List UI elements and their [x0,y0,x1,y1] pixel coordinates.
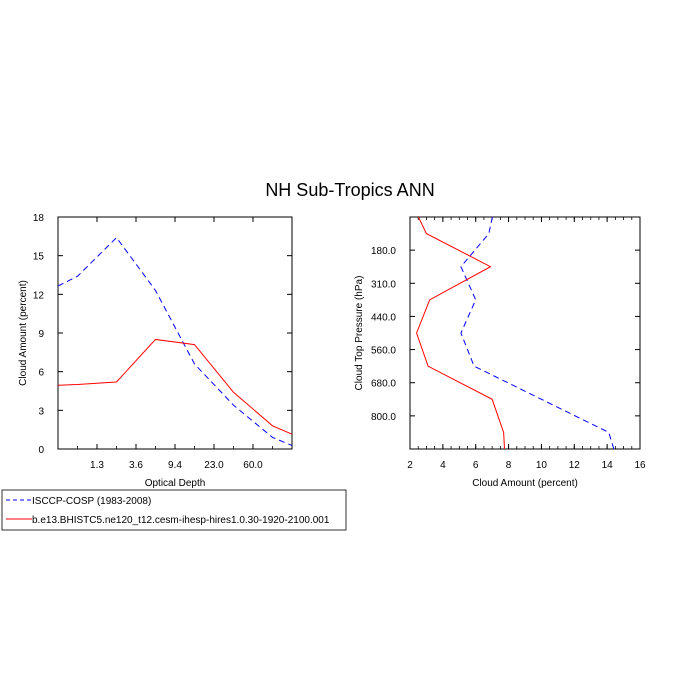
y-tick-label: 9 [38,329,44,340]
legend-label-isccp: ISCCP-COSP (1983-2008) [32,496,151,507]
x-tick-label: 1.3 [90,460,104,471]
x-tick-label: 16 [634,460,646,471]
series-line-1 [57,338,293,435]
y-tick-label: 0 [38,445,44,456]
y-tick-label: 180.0 [371,246,396,257]
x-tick-label: 6 [473,460,479,471]
x-tick-label: 14 [602,460,614,471]
y-tick-label: 310.0 [371,279,396,290]
x-axis-label: Optical Depth [145,478,206,489]
y-tick-label: 560.0 [371,346,396,357]
x-tick-label: 2 [407,460,413,471]
series-line-0 [57,236,293,446]
series-line-0 [460,216,615,450]
y-tick-label: 12 [33,290,45,301]
legend: ISCCP-COSP (1983-2008) b.e13.BHISTC5.ne1… [1,489,347,531]
x-tick-label: 3.6 [129,460,143,471]
y-axis-label: Cloud Amount (percent) [18,280,29,386]
optical-depth-panel: 1.3 3.6 9.4 23.0 60.0 0 3 6 9 12 15 18 Optical Depth… [18,213,293,489]
y-tick-label: 18 [33,213,45,224]
y-tick-label: 15 [33,252,45,263]
y-axis-label: Cloud Top Pressure (hPa) [354,276,365,391]
series-line-1 [416,216,506,450]
y-tick-label: 800.0 [371,412,396,423]
x-tick-label: 12 [569,460,581,471]
y-tick-label: 3 [38,406,44,417]
y-tick-label: 680.0 [371,379,396,390]
x-tick-label: 9.4 [168,460,182,471]
x-tick-label: 60.0 [243,460,263,471]
right-plot-frame [409,216,641,450]
y-tick-label: 6 [38,368,44,379]
y-tick-label: 440.0 [371,312,396,323]
x-tick-label: 4 [440,460,446,471]
x-tick-label: 10 [536,460,548,471]
legend-box [1,489,347,531]
cloud-top-pressure-panel: 2 4 6 8 10 12 14 16 180.0 310.0 440.0 560.0 680.0 800… [354,216,646,489]
x-axis-label: Cloud Amount (percent) [472,478,578,489]
figure-title: NH Sub-Tropics ANN [265,180,434,200]
left-plot-frame [57,216,293,450]
x-tick-label: 8 [506,460,512,471]
legend-label-model: b.e13.BHISTC5.ne120_t12.cesm-ihesp-hires… [32,515,330,526]
x-tick-label: 23.0 [204,460,224,471]
